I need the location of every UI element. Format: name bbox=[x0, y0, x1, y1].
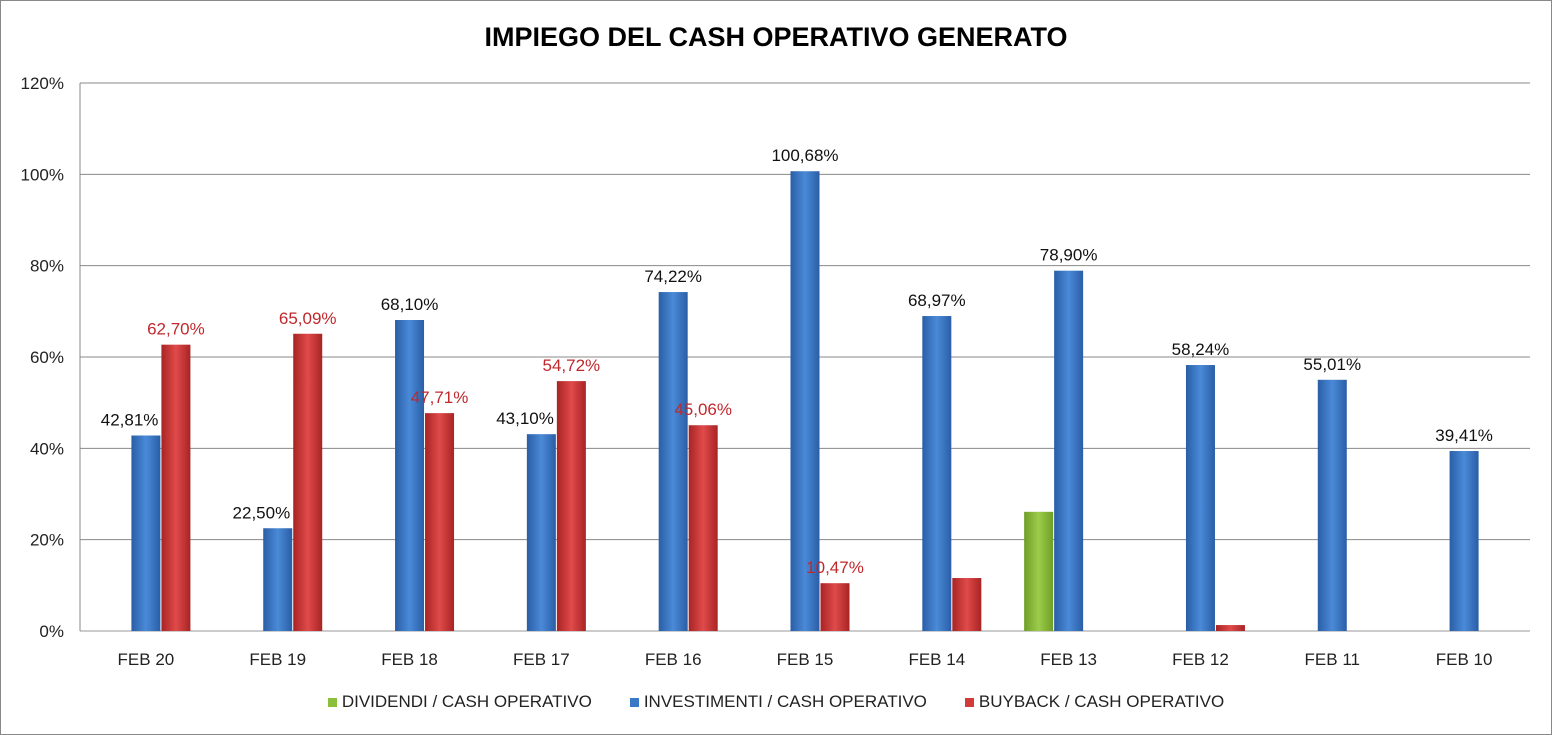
bar-buyback bbox=[820, 583, 850, 631]
legend-swatch bbox=[327, 697, 337, 707]
data-label: 43,10% bbox=[496, 409, 554, 428]
x-tick-label: FEB 16 bbox=[645, 650, 702, 669]
x-tick-label: FEB 20 bbox=[118, 650, 175, 669]
legend-item: DIVIDENDI / CASH OPERATIVO bbox=[327, 692, 592, 712]
bar-buyback bbox=[1215, 625, 1245, 631]
bar-dividendi bbox=[1024, 511, 1054, 631]
data-label: 65,09% bbox=[279, 309, 337, 328]
data-label: 45,06% bbox=[674, 400, 732, 419]
x-tick-label: FEB 14 bbox=[908, 650, 965, 669]
x-tick-label: FEB 13 bbox=[1040, 650, 1097, 669]
x-tick-label: FEB 15 bbox=[777, 650, 834, 669]
y-tick-label: 100% bbox=[21, 165, 64, 184]
data-label: 74,22% bbox=[644, 267, 702, 286]
bar-investimenti bbox=[1054, 270, 1084, 631]
bar-buyback bbox=[425, 413, 455, 631]
data-label: 68,97% bbox=[908, 291, 966, 310]
bar-investimenti bbox=[131, 435, 161, 631]
x-tick-label: FEB 17 bbox=[513, 650, 570, 669]
chart-title: IMPIEGO DEL CASH OPERATIVO GENERATO bbox=[484, 22, 1068, 52]
data-label: 22,50% bbox=[233, 503, 291, 522]
data-label: 58,24% bbox=[1172, 340, 1230, 359]
bar-buyback bbox=[161, 344, 191, 631]
bar-investimenti bbox=[526, 434, 556, 631]
chart-legend: DIVIDENDI / CASH OPERATIVO INVESTIMENTI /… bbox=[0, 692, 1552, 712]
y-tick-label: 60% bbox=[30, 348, 64, 367]
bar-investimenti bbox=[1317, 379, 1347, 631]
legend-label: DIVIDENDI / CASH OPERATIVO bbox=[341, 692, 592, 711]
x-tick-label: FEB 18 bbox=[381, 650, 438, 669]
bar-investimenti bbox=[922, 316, 952, 631]
data-label: 62,70% bbox=[147, 320, 205, 339]
y-tick-label: 0% bbox=[39, 622, 64, 641]
bar-buyback bbox=[293, 333, 323, 631]
data-label: 10,47% bbox=[806, 558, 864, 577]
y-tick-label: 40% bbox=[30, 439, 64, 458]
bar-investimenti bbox=[658, 292, 688, 631]
bar-investimenti bbox=[1185, 365, 1215, 631]
bar-investimenti bbox=[1449, 451, 1479, 631]
data-label: 78,90% bbox=[1040, 246, 1098, 265]
legend-label: INVESTIMENTI / CASH OPERATIVO bbox=[643, 692, 927, 711]
bar-buyback bbox=[952, 578, 982, 631]
bar-buyback bbox=[688, 425, 718, 631]
x-tick-label: FEB 10 bbox=[1436, 650, 1493, 669]
y-tick-label: 80% bbox=[30, 257, 64, 276]
bar-investimenti bbox=[263, 528, 293, 631]
bar-investimenti bbox=[395, 320, 425, 631]
data-label: 54,72% bbox=[543, 356, 601, 375]
data-label: 100,68% bbox=[771, 146, 838, 165]
data-label: 42,81% bbox=[101, 411, 159, 430]
data-label: 47,71% bbox=[411, 388, 469, 407]
bar-buyback bbox=[556, 381, 586, 631]
data-label: 55,01% bbox=[1303, 355, 1361, 374]
x-tick-label: FEB 19 bbox=[249, 650, 306, 669]
legend-item: BUYBACK / CASH OPERATIVO bbox=[964, 692, 1225, 712]
bar-investimenti bbox=[790, 171, 820, 631]
legend-swatch bbox=[964, 697, 974, 707]
x-tick-label: FEB 12 bbox=[1172, 650, 1229, 669]
legend-swatch bbox=[629, 697, 639, 707]
x-tick-label: FEB 11 bbox=[1305, 650, 1360, 669]
legend-label: BUYBACK / CASH OPERATIVO bbox=[978, 692, 1225, 711]
y-tick-label: 20% bbox=[30, 531, 64, 550]
data-label: 39,41% bbox=[1435, 426, 1493, 445]
legend-item: INVESTIMENTI / CASH OPERATIVO bbox=[629, 692, 927, 712]
y-tick-label: 120% bbox=[21, 74, 64, 93]
data-label: 68,10% bbox=[381, 295, 439, 314]
